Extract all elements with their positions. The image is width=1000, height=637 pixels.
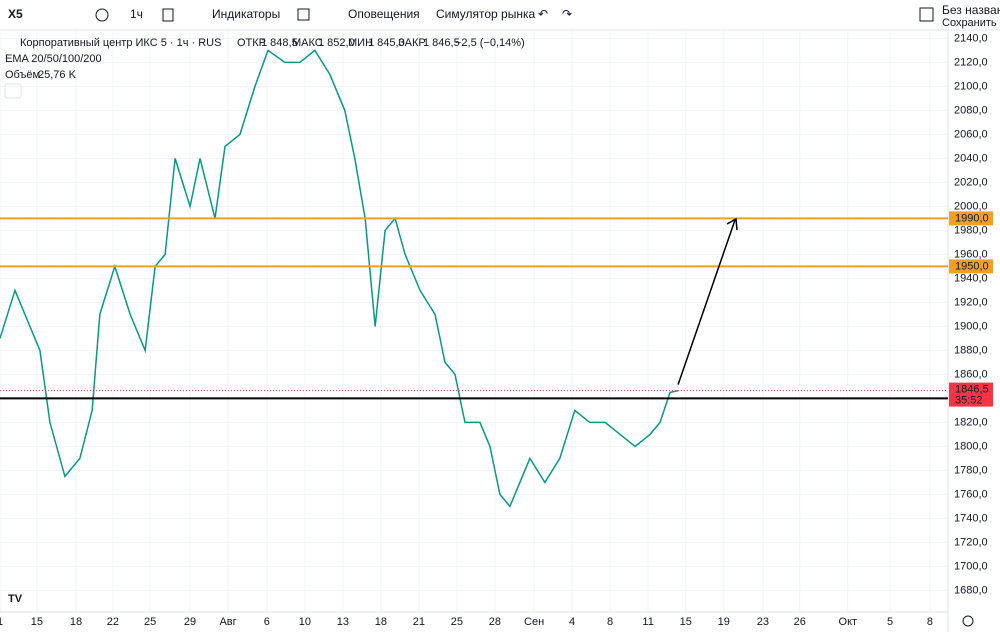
y-tick-label: 1740,0: [954, 512, 988, 524]
y-tick-label: 2080,0: [954, 104, 988, 116]
x-tick-label: 4: [569, 616, 575, 628]
price-line: [0, 49, 679, 508]
y-tick-label: 1880,0: [954, 344, 988, 356]
x-tick-label: 25: [144, 616, 156, 628]
alerts[interactable]: Оповещения: [348, 7, 420, 21]
open-label: ОТКР: [237, 37, 266, 49]
x-tick-label: 10: [299, 616, 311, 628]
low-label: МИН: [348, 37, 373, 49]
x-tick-label: 6: [264, 616, 270, 628]
arrow-head: [726, 217, 738, 231]
x-tick-label: Авг: [219, 616, 236, 628]
volume-label: Объём: [5, 69, 40, 81]
undo[interactable]: ↶: [538, 7, 548, 21]
x-tick-label: Сен: [524, 616, 544, 628]
y-tick-label: 1960,0: [954, 248, 988, 260]
x-tick-label: Окт: [839, 616, 858, 628]
layout-checkbox[interactable]: [919, 7, 934, 22]
toolbar: [0, 0, 1000, 30]
y-tick-label: 2020,0: [954, 176, 988, 188]
change: −2,5 (−0,14%): [455, 37, 525, 49]
x-tick-label: 11: [642, 616, 653, 628]
y-tick-label: 2000,0: [954, 200, 988, 212]
high: 1 852,0: [318, 37, 355, 49]
chart-type[interactable]: [162, 8, 174, 22]
logo: TV: [8, 593, 23, 605]
close: 1 846,5: [423, 37, 460, 49]
high-label: МАКС: [292, 37, 323, 49]
interval[interactable]: 1ч: [130, 7, 143, 21]
x-tick-label: 15: [31, 616, 43, 628]
x-tick-label: 28: [489, 616, 501, 628]
x-tick-label: 1: [0, 616, 3, 628]
y-tick-label: 1700,0: [954, 560, 988, 572]
price-tag: [949, 211, 993, 226]
x-tick-label: 22: [107, 616, 119, 628]
countdown: 35:52: [955, 395, 983, 407]
legend-title: Корпоративный центр ИКС 5 · 1ч · RUS: [20, 37, 221, 49]
y-tick-label: 1980,0: [954, 224, 988, 236]
y-tick-label: 2120,0: [954, 56, 988, 68]
y-tick-label: 2060,0: [954, 128, 988, 140]
templates[interactable]: [297, 8, 310, 21]
x-tick-label: 29: [184, 616, 196, 628]
price-tag-label: 1990,0: [955, 212, 989, 224]
x-tick-label: 23: [757, 616, 769, 628]
save[interactable]: Сохранить: [942, 17, 997, 29]
y-tick-label: 2100,0: [954, 80, 988, 92]
price-tag-label: 1950,0: [955, 260, 989, 272]
y-tick-label: 1900,0: [954, 320, 988, 332]
y-tick-label: 1800,0: [954, 440, 988, 452]
x-tick-label: 21: [413, 616, 425, 628]
plot: [0, 30, 948, 612]
y-tick-label: 1860,0: [954, 368, 988, 380]
volume: 25,76 K: [38, 69, 77, 81]
add-symbol[interactable]: [95, 8, 109, 22]
x-tick-label: 13: [337, 616, 349, 628]
arrow: [677, 219, 736, 385]
settings[interactable]: [962, 615, 974, 627]
y-tick-label: 1760,0: [954, 488, 988, 500]
collapse-legend[interactable]: [4, 83, 22, 99]
close-label: ЗАКР: [398, 37, 426, 49]
y-tick-label: 2040,0: [954, 152, 988, 164]
y-tick-label: 2140,0: [954, 32, 988, 44]
x-tick-label: 19: [718, 616, 730, 628]
price-tag: [949, 259, 993, 274]
symbol[interactable]: X5: [8, 7, 23, 21]
x-tick-label: 18: [70, 616, 82, 628]
x-tick-label: 8: [607, 616, 613, 628]
last-price-tag: [949, 382, 993, 407]
layout-name[interactable]: Без названия: [942, 3, 1000, 17]
simulator[interactable]: Симулятор рынка: [436, 7, 535, 21]
x-tick-label: 8: [927, 616, 933, 628]
y-tick-label: 1720,0: [954, 536, 988, 548]
y-tick-label: 1680,0: [954, 584, 988, 596]
y-tick-label: 1820,0: [954, 416, 988, 428]
y-tick-label: 1780,0: [954, 464, 988, 476]
x-tick-label: 25: [451, 616, 463, 628]
x-tick-label: 5: [887, 616, 893, 628]
last-price-label: 1846,5: [955, 384, 989, 396]
x-tick-label: 18: [375, 616, 387, 628]
open: 1 848,5: [261, 37, 298, 49]
x-tick-label: 26: [794, 616, 806, 628]
ema[interactable]: EMA 20/50/100/200: [5, 53, 102, 65]
indicators[interactable]: Индикаторы: [212, 7, 280, 21]
y-tick-label: 1940,0: [954, 272, 988, 284]
redo[interactable]: ↷: [562, 7, 572, 21]
y-tick-label: 1920,0: [954, 296, 988, 308]
x-tick-label: 15: [680, 616, 692, 628]
low: 1 845,0: [368, 37, 405, 49]
